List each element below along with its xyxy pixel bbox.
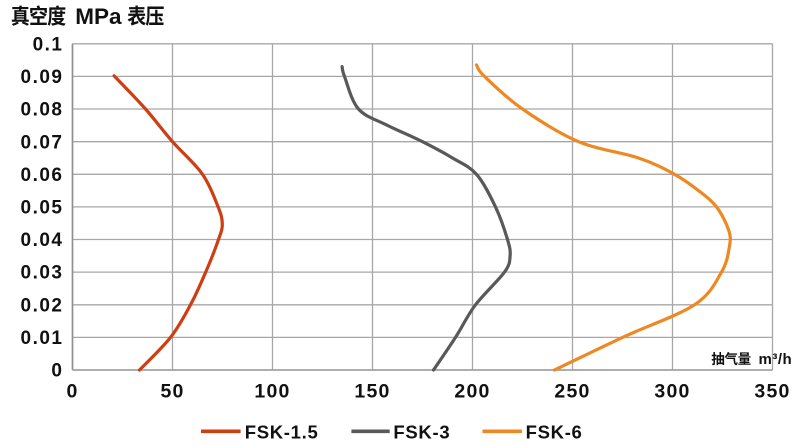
svg-text:FSK-6: FSK-6 xyxy=(526,422,583,443)
svg-text:0.1: 0.1 xyxy=(33,34,64,55)
svg-text:0.01: 0.01 xyxy=(21,328,64,349)
svg-text:150: 150 xyxy=(354,381,390,403)
svg-text:250: 250 xyxy=(554,381,590,403)
svg-text:m³/h: m³/h xyxy=(759,351,793,368)
svg-text:300: 300 xyxy=(654,381,690,403)
svg-text:0.02: 0.02 xyxy=(21,295,64,316)
svg-text:0.08: 0.08 xyxy=(21,100,64,121)
svg-text:0.03: 0.03 xyxy=(21,263,64,284)
svg-text:350: 350 xyxy=(754,381,790,403)
svg-text:0.05: 0.05 xyxy=(21,198,64,219)
svg-text:50: 50 xyxy=(160,381,184,403)
svg-text:0.06: 0.06 xyxy=(21,165,64,186)
svg-text:0.07: 0.07 xyxy=(21,132,64,153)
svg-text:0.04: 0.04 xyxy=(21,230,64,251)
svg-text:200: 200 xyxy=(454,381,490,403)
svg-text:0.09: 0.09 xyxy=(21,67,64,88)
svg-text:0: 0 xyxy=(51,361,63,382)
svg-text:100: 100 xyxy=(254,381,290,403)
svg-text:0: 0 xyxy=(66,381,78,403)
svg-text:MPa: MPa xyxy=(75,4,122,29)
svg-text:FSK-1.5: FSK-1.5 xyxy=(245,422,319,443)
svg-text:FSK-3: FSK-3 xyxy=(393,422,450,443)
